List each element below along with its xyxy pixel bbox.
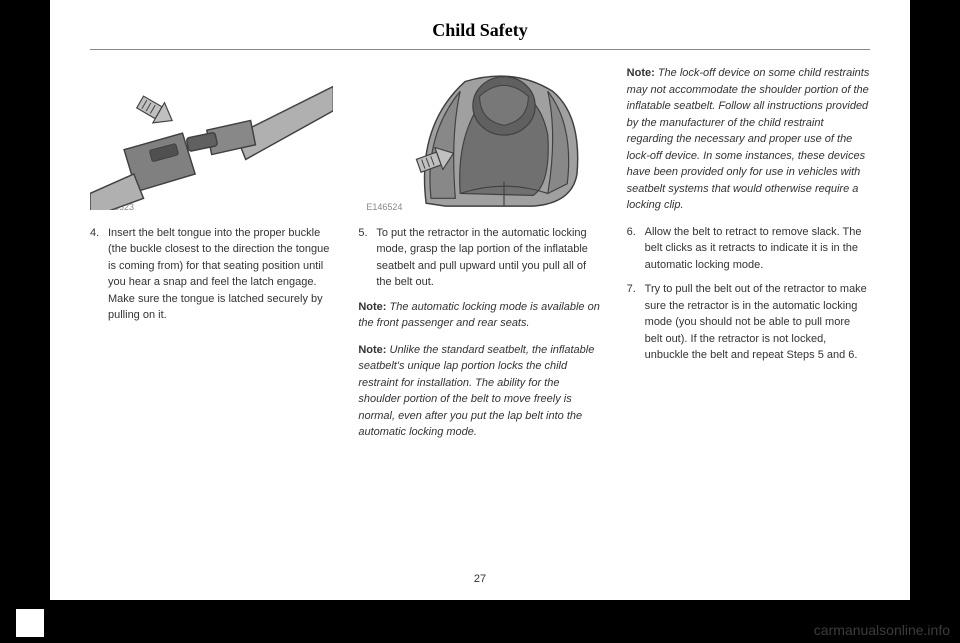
note-label: Note: [627,67,655,79]
note-text: Unlike the standard seatbelt, the inflat… [358,344,594,439]
content-columns: E146523 4. Insert the belt tongue into t… [90,65,870,451]
header-divider [90,49,870,50]
note-label: Note: [358,344,386,356]
step-7: 7. Try to pull the belt out of the retra… [627,281,870,364]
note-label: Note: [358,301,386,313]
page-tab [15,608,45,638]
watermark: carmanualsonline.info [814,622,950,638]
column-2: E146524 5. To put the retractor in the a… [358,65,601,451]
step-number: 7. [627,281,645,364]
illustration-belt-buckle [90,65,333,210]
note-1: Note: The automatic locking mode is avai… [358,299,601,332]
note-text: The automatic locking mode is available … [358,301,600,330]
note-3: Note: The lock-off device on some child … [627,65,870,214]
column-3: Note: The lock-off device on some child … [627,65,870,451]
step-5: 5. To put the retractor in the automatic… [358,225,601,291]
step-text: Allow the belt to retract to remove slac… [645,224,870,274]
page-title: Child Safety [90,20,870,41]
step-number: 5. [358,225,376,291]
step-text: Try to pull the belt out of the retracto… [645,281,870,364]
step-text: Insert the belt tongue into the proper b… [108,225,333,324]
note-2: Note: Unlike the standard seatbelt, the … [358,342,601,441]
step-number: 4. [90,225,108,324]
illustration-child-seat [358,65,601,210]
manual-page: Child Safety [50,0,910,600]
step-6: 6. Allow the belt to retract to remove s… [627,224,870,274]
step-4: 4. Insert the belt tongue into the prope… [90,225,333,324]
page-number: 27 [50,573,910,585]
note-text: The lock-off device on some child restra… [627,67,870,211]
column-1: E146523 4. Insert the belt tongue into t… [90,65,333,451]
step-text: To put the retractor in the automatic lo… [376,225,601,291]
step-number: 6. [627,224,645,274]
